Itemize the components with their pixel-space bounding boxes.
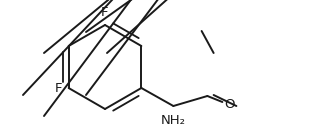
Text: F: F <box>101 6 109 19</box>
Text: F: F <box>55 81 62 95</box>
Text: O: O <box>224 97 235 111</box>
Text: NH₂: NH₂ <box>161 114 186 127</box>
